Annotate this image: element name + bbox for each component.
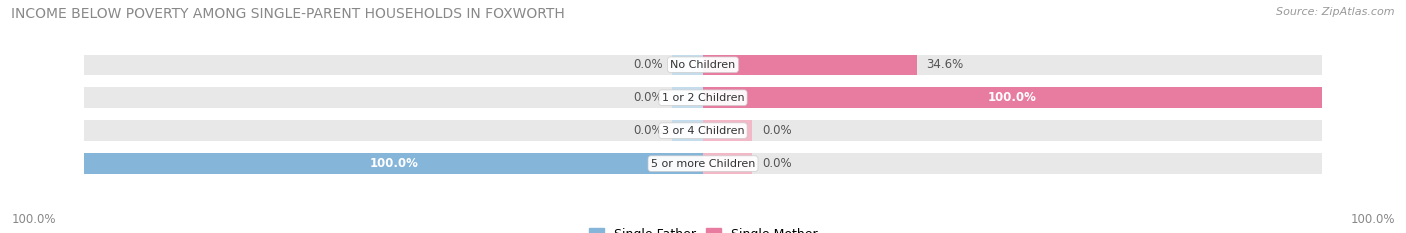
Text: 100.0%: 100.0% bbox=[11, 212, 56, 226]
Bar bbox=[703, 55, 1322, 75]
Text: INCOME BELOW POVERTY AMONG SINGLE-PARENT HOUSEHOLDS IN FOXWORTH: INCOME BELOW POVERTY AMONG SINGLE-PARENT… bbox=[11, 7, 565, 21]
Text: 100.0%: 100.0% bbox=[988, 91, 1036, 104]
Bar bbox=[84, 120, 703, 141]
Bar bbox=[672, 120, 703, 141]
Bar bbox=[84, 87, 703, 108]
Text: 0.0%: 0.0% bbox=[633, 58, 662, 71]
Text: 5 or more Children: 5 or more Children bbox=[651, 159, 755, 169]
Text: 1 or 2 Children: 1 or 2 Children bbox=[662, 93, 744, 103]
Bar bbox=[703, 120, 1322, 141]
Text: 34.6%: 34.6% bbox=[927, 58, 963, 71]
Legend: Single Father, Single Mother: Single Father, Single Mother bbox=[583, 223, 823, 233]
Text: 3 or 4 Children: 3 or 4 Children bbox=[662, 126, 744, 136]
Text: 100.0%: 100.0% bbox=[370, 157, 418, 170]
Bar bbox=[703, 153, 1322, 174]
Text: 0.0%: 0.0% bbox=[762, 124, 792, 137]
Bar bbox=[672, 87, 703, 108]
Bar bbox=[703, 120, 752, 141]
Text: 100.0%: 100.0% bbox=[1350, 212, 1395, 226]
Bar bbox=[703, 153, 752, 174]
Bar bbox=[703, 87, 1322, 108]
Text: 0.0%: 0.0% bbox=[633, 91, 662, 104]
Bar bbox=[84, 153, 703, 174]
Bar bbox=[84, 55, 703, 75]
Text: 0.0%: 0.0% bbox=[762, 157, 792, 170]
Text: Source: ZipAtlas.com: Source: ZipAtlas.com bbox=[1277, 7, 1395, 17]
Bar bbox=[672, 55, 703, 75]
Bar bbox=[84, 153, 703, 174]
Text: No Children: No Children bbox=[671, 60, 735, 70]
Bar bbox=[703, 55, 917, 75]
Bar bbox=[703, 87, 1322, 108]
Text: 0.0%: 0.0% bbox=[633, 124, 662, 137]
